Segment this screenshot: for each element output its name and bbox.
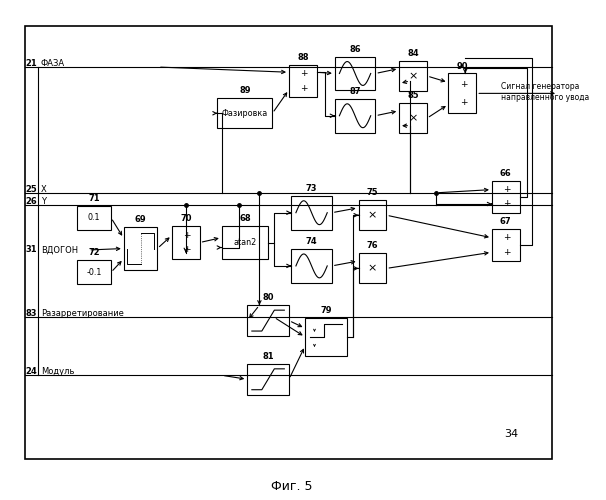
Text: 0.1: 0.1 [88,213,101,222]
Text: +: + [184,245,191,254]
Text: 80: 80 [262,293,274,302]
Text: +: + [301,70,308,78]
Text: Разарретирование: Разарретирование [41,309,124,318]
Text: 87: 87 [349,87,361,96]
Text: +: + [184,231,191,240]
Bar [399,104,427,133]
Bar [124,228,158,270]
Text: 24: 24 [25,368,38,376]
Text: +: + [504,185,511,194]
Text: 89: 89 [239,86,251,96]
Bar [335,99,375,132]
Text: ×: × [408,113,418,123]
Text: 73: 73 [306,184,318,193]
Bar [78,206,111,230]
Bar [359,200,387,230]
Bar [78,260,111,284]
Bar [492,229,520,261]
Text: +: + [460,98,467,106]
Text: ×: × [408,71,418,81]
Text: 79: 79 [321,306,332,316]
Text: 25: 25 [25,185,38,194]
Text: 83: 83 [25,309,37,318]
Text: ФАЗА: ФАЗА [41,59,65,68]
Bar [247,364,289,394]
Text: +: + [504,234,511,242]
Text: Фиг. 5: Фиг. 5 [270,480,312,492]
Text: 90: 90 [456,62,468,70]
Text: Сигнал генератора
направленного увода: Сигнал генератора направленного увода [501,82,590,102]
Text: +: + [504,200,511,208]
Text: 26: 26 [25,198,38,206]
Bar [399,61,427,91]
Bar [172,226,199,258]
Text: 70: 70 [180,214,191,224]
Text: ×: × [368,210,377,220]
Text: 81: 81 [262,352,274,361]
Text: 31: 31 [25,246,38,254]
Text: Модуль: Модуль [41,368,74,376]
Bar [291,196,332,230]
Bar [359,254,387,284]
Text: +: + [504,248,511,256]
Text: 21: 21 [25,59,38,68]
Text: 88: 88 [297,53,308,62]
Text: 66: 66 [500,168,511,177]
Bar [305,318,347,356]
Text: -0.1: -0.1 [87,268,102,277]
Text: 34: 34 [505,429,519,439]
Bar [222,226,268,260]
Text: +: + [301,84,308,92]
Bar [247,305,289,336]
Bar [492,180,520,213]
Text: +: + [460,80,467,89]
Text: 74: 74 [306,237,318,246]
Text: 75: 75 [367,188,378,198]
Bar [335,56,375,90]
Text: 67: 67 [500,217,511,226]
Text: 76: 76 [367,242,378,250]
Text: X: X [41,185,47,194]
Text: 69: 69 [135,216,147,224]
Text: Фазировка: Фазировка [222,109,268,118]
Text: 86: 86 [349,44,361,54]
Text: 68: 68 [239,214,251,222]
Text: ×: × [368,264,377,274]
Text: ВДОГОН: ВДОГОН [41,246,78,254]
Bar [291,249,332,283]
Text: Y: Y [41,198,46,206]
Text: atan2: atan2 [233,238,256,247]
Text: 85: 85 [407,92,419,100]
Bar [25,26,552,459]
Bar [289,65,317,97]
Bar [218,98,273,128]
Text: 84: 84 [407,49,419,58]
Text: 71: 71 [88,194,100,203]
Bar [448,74,476,114]
Text: 72: 72 [88,248,100,258]
